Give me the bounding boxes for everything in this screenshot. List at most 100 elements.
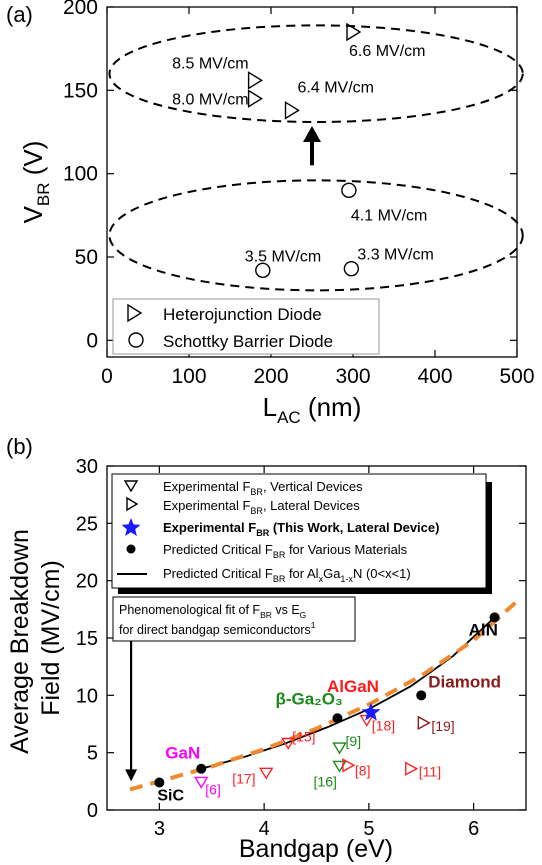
vertical-device-point [258, 767, 274, 780]
panel-a-x-axis-title: LAC (nm) [263, 392, 362, 427]
x-tick-label: 6 [468, 818, 479, 840]
ref-label-15: [15] [292, 728, 315, 744]
point-label-6-6-mv-cm: 6.6 MV/cm [349, 43, 425, 60]
y-tick-label: 20 [76, 571, 98, 593]
legend-lateral-devices-label: Experimental FBR, Lateral Devices [163, 498, 360, 516]
legend-heterojunction-label: Heterojunction Diode [163, 305, 322, 324]
predicted-point-gan [196, 763, 207, 774]
predicted-point-sic [154, 777, 165, 788]
lateral-device-point [417, 715, 431, 731]
predicted-point-diamond [416, 690, 427, 701]
panel-a: (a) 0 100 200 300 400 500 0 50 100 150 200 8.5 MV/… [6, 0, 535, 427]
panel-b-legend-box [111, 473, 487, 589]
legend-circle-marker [128, 332, 144, 348]
vertical-device-point [332, 742, 347, 755]
point-label-4-1-mv-cm: 4.1 MV/cm [351, 207, 427, 224]
y-tick-label: 150 [63, 79, 98, 102]
panel-a-label: (a) [6, 2, 33, 27]
point-label-3-3-mv-cm: 3.3 MV/cm [357, 247, 433, 264]
y-tick-label: 15 [76, 628, 98, 650]
lateral-device-point [342, 758, 356, 773]
x-tick-label: 300 [335, 365, 370, 388]
ref-label-11: [11] [419, 764, 441, 780]
vertical-device-point [280, 737, 296, 750]
panel-b-x-axis-title: Bandgap (eV) [239, 835, 393, 863]
ref-label-17: [17] [232, 770, 255, 786]
x-tick-label: 400 [417, 365, 452, 388]
x-tick-label: 200 [253, 365, 288, 388]
ref-label-16: [16] [314, 773, 337, 789]
material-label-diamond: Diamond [428, 672, 501, 691]
legend-schottky-label: Schottky Barrier Diode [163, 332, 333, 351]
legend-star-marker [121, 518, 141, 536]
y-tick-label: 10 [76, 685, 98, 707]
schottky-point [343, 260, 360, 277]
vertical-device-point [332, 760, 347, 773]
point-label-8-0-mv-cm: 8.0 MV/cm [172, 92, 248, 109]
y-tick-label: 100 [63, 163, 98, 186]
x-tick-label: 500 [499, 365, 534, 388]
fit-note: Phenomenological fit of FBR vs EG for di… [112, 596, 356, 642]
fit-arrow-head [125, 769, 138, 782]
this-work-star [361, 702, 381, 721]
legend-vertical-devices-label: Experimental FBR, Vertical Devices [163, 479, 363, 497]
material-label-ga-o: β-Ga₂O₃ [275, 689, 342, 708]
legend-triangle-right-marker [127, 303, 143, 323]
legend-algan-curve-label: Predicted Critical FBR for AlxGa1-xN (0<… [163, 566, 411, 584]
panel-a-y-axis-title: VBR (V) [18, 141, 53, 224]
ref-label-9: [9] [346, 733, 362, 749]
panel-a-legend: Heterojunction Diode Schottky Barrier Di… [112, 298, 380, 355]
material-label-aln: AlN [469, 620, 498, 639]
grouping-ellipse-2 [108, 179, 524, 292]
x-tick-label: 4 [259, 818, 270, 840]
increase-arrow-head [303, 126, 321, 142]
point-label-6-4-mv-cm: 6.4 MV/cm [298, 79, 374, 96]
grouping-ellipse-1 [108, 24, 524, 123]
panel-b-legend: Experimental FBR, Vertical Devices Exper… [111, 473, 492, 594]
predicted-point-ga-o [332, 713, 343, 724]
x-tick-label: 0 [101, 365, 113, 388]
legend-this-work-label: Experimental FBR (This Work, Lateral Dev… [163, 520, 439, 538]
panel-b-y-axis-title: Average Breakdown Field (MV/cm) [6, 522, 65, 754]
panel-a-plot-frame [106, 6, 518, 358]
legend-predicted-materials-label: Predicted Critical FBR for Various Mater… [163, 542, 408, 560]
material-label-algan: AlGaN [327, 677, 379, 696]
legend-triangle-right-marker [126, 496, 139, 512]
y-tick-label: 0 [87, 800, 98, 822]
heterojunction-point [284, 101, 300, 120]
vertical-device-point [194, 776, 209, 789]
fit-note-box [112, 596, 356, 642]
y-tick-label: 5 [87, 743, 98, 765]
legend-triangle-down-marker [123, 480, 139, 493]
phenomenological-fit-curve [129, 596, 523, 792]
y-tick-label: 50 [75, 246, 98, 269]
heterojunction-point [247, 89, 263, 108]
fit-note-line-2: for direct bandgap semiconductors1 [119, 620, 316, 637]
y-tick-label: 25 [76, 513, 98, 535]
predicted-point-aln [489, 612, 500, 623]
schottky-point [255, 262, 271, 279]
material-label-sic: SiC [157, 787, 184, 804]
ref-label-8: [8] [355, 762, 371, 778]
ref-label-19: [19] [431, 718, 454, 734]
point-label-3-5-mv-cm: 3.5 MV/cm [245, 248, 321, 265]
panel-b: (b) 3 4 5 6 0 5 10 15 20 25 30 SiC GaN β-Ga₂O₃ Diamon… [6, 434, 527, 863]
y-tick-label: 30 [76, 456, 98, 478]
material-label-gan: GaN [165, 744, 200, 763]
fit-note-line-1: Phenomenological fit of FBR vs EG [119, 603, 306, 620]
ref-label-6: [6] [205, 781, 221, 797]
ref-label-18: [18] [372, 718, 395, 734]
panel-a-legend-box [112, 298, 380, 355]
lateral-device-point [405, 761, 419, 776]
point-label-8-5-mv-cm: 8.5 MV/cm [172, 55, 248, 72]
heterojunction-point [247, 71, 263, 90]
y-tick-label: 200 [63, 0, 98, 19]
heterojunction-point [346, 22, 362, 42]
panel-b-label: (b) [6, 434, 33, 459]
x-tick-label: 100 [171, 365, 206, 388]
y-tick-label: 0 [86, 329, 98, 352]
legend-dot-marker [126, 544, 136, 554]
x-tick-label: 5 [363, 818, 374, 840]
schottky-point [341, 182, 357, 199]
